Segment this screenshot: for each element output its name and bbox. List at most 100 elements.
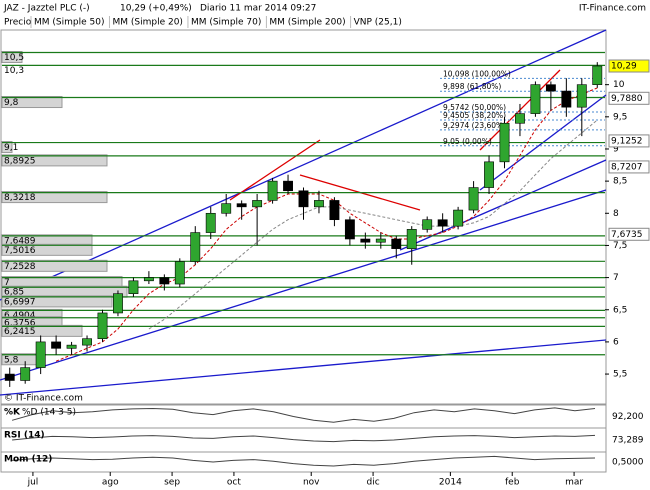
trend-line [0, 189, 607, 381]
marked-level-label: 9,1252 [611, 136, 643, 146]
candle-body [453, 209, 464, 227]
fib-label: 9,4505 (38,20%) [443, 111, 506, 120]
candle-body [205, 212, 216, 233]
candle-body [314, 200, 324, 208]
marked-level-box [608, 160, 650, 174]
candle-body [329, 200, 340, 221]
candle-body [515, 113, 525, 124]
candle-body [391, 238, 402, 249]
candle-body [20, 367, 31, 381]
volume-profile-bar [1, 259, 108, 272]
candle-body [4, 373, 15, 381]
candle-body [190, 232, 201, 262]
candle-body [468, 187, 479, 211]
level-label: 5,8 [4, 355, 19, 365]
price-label: Precio [4, 18, 32, 28]
x-tick-label: 2014 [439, 478, 462, 488]
fib-label: 9,2974 (23,60%) [443, 121, 506, 130]
volume-profile-bar [1, 324, 83, 337]
candle-body [221, 203, 232, 214]
panel-name: RSI (14) [4, 431, 45, 441]
y-tick-label: 7,5 [613, 241, 627, 251]
candle-body [97, 312, 108, 339]
legend-entry: MM (Simple 20) [112, 18, 182, 28]
level-label: 9,8 [4, 98, 19, 108]
trend-line [229, 139, 321, 201]
x-tick-label: ago [102, 478, 119, 488]
marked-level-label: 8,7207 [611, 162, 643, 172]
indicator-line [11, 407, 596, 423]
candle-body [159, 277, 170, 285]
candle-body [298, 190, 309, 208]
level-label: 6,4904 [4, 311, 36, 321]
candle-body [236, 203, 247, 208]
x-tick-label: sep [164, 478, 180, 488]
legend-entry: MM (Simple 50) [34, 18, 104, 28]
panel-last: 73,289 [612, 436, 644, 446]
x-tick-label: jul [27, 478, 39, 488]
plot-frame [0, 29, 607, 405]
panel-name: %D (14 3 5) [22, 408, 76, 418]
candle-body [499, 122, 510, 163]
candle-body [283, 180, 293, 192]
candle-body [576, 84, 587, 108]
candle-body [484, 161, 494, 188]
legend-entry: MM (Simple 70) [191, 18, 261, 28]
x-tick-label: oct [227, 478, 241, 488]
marked-level-box [608, 227, 650, 241]
candle-body [360, 238, 371, 243]
y-tick-label: 9,5 [613, 112, 627, 122]
candle-body [143, 277, 154, 282]
legend-entry: MM (Simple 200) [269, 18, 345, 28]
y-tick-label: 8 [613, 209, 619, 219]
level-label: 6,2415 [4, 327, 36, 337]
panel-last: 92,200 [612, 412, 644, 422]
panel-name: %K [4, 408, 21, 418]
candle-body [174, 261, 185, 285]
candle-body [592, 65, 603, 85]
marked-level-label: 7,6735 [611, 230, 643, 240]
indicator-line [12, 434, 596, 443]
volume-profile-bar [1, 51, 23, 64]
y-tick-label: 6 [613, 337, 619, 347]
candle-body [35, 341, 46, 368]
candle-body [113, 293, 123, 314]
volume-profile-bar [1, 295, 113, 308]
moving-average [55, 87, 598, 362]
brand: IT-Finance.com [579, 4, 646, 14]
indicator-line [12, 455, 596, 467]
symbol-title: JAZ - Jazztel PLC (-) [3, 4, 90, 14]
x-tick-label: mar [565, 478, 583, 488]
x-tick-label: feb [505, 478, 520, 488]
trend-lines [0, 29, 607, 396]
candle-body [375, 238, 386, 243]
level-label: 10,5 [4, 53, 24, 63]
volume-profile-bar [1, 96, 63, 109]
volume-profile-bar [1, 141, 13, 154]
marked-level-box [608, 134, 650, 148]
y-tick-label: 8,5 [613, 177, 627, 187]
candle-body [344, 219, 355, 240]
y-tick-label: 10 [613, 80, 625, 90]
level-label: 7,6489 [4, 236, 36, 246]
level-label: 7,2528 [4, 262, 36, 272]
candle-body [422, 219, 433, 230]
volume-profile-bar [1, 154, 108, 167]
marked-level-box [608, 91, 650, 105]
trend-line [0, 339, 607, 396]
level-label: 7,5016 [4, 246, 36, 256]
y-tick-label: 5,5 [613, 370, 627, 380]
last-price: 10,29 (+0,49%) [120, 4, 192, 14]
x-tick-label: nov [303, 478, 320, 488]
panel-frame [0, 404, 607, 429]
fib-label: 9,05 (0,00%) [443, 137, 492, 146]
panel-name: Mom (12) [4, 455, 52, 465]
panel-frame [0, 451, 607, 473]
period: Diario 11 mar 2014 09:27 [200, 4, 316, 14]
trend-line [0, 29, 607, 301]
candle-body [128, 280, 139, 294]
panel-last: 0,5000 [612, 458, 644, 468]
marked-level-box [608, 59, 650, 73]
level-label: 6,3756 [4, 318, 36, 328]
